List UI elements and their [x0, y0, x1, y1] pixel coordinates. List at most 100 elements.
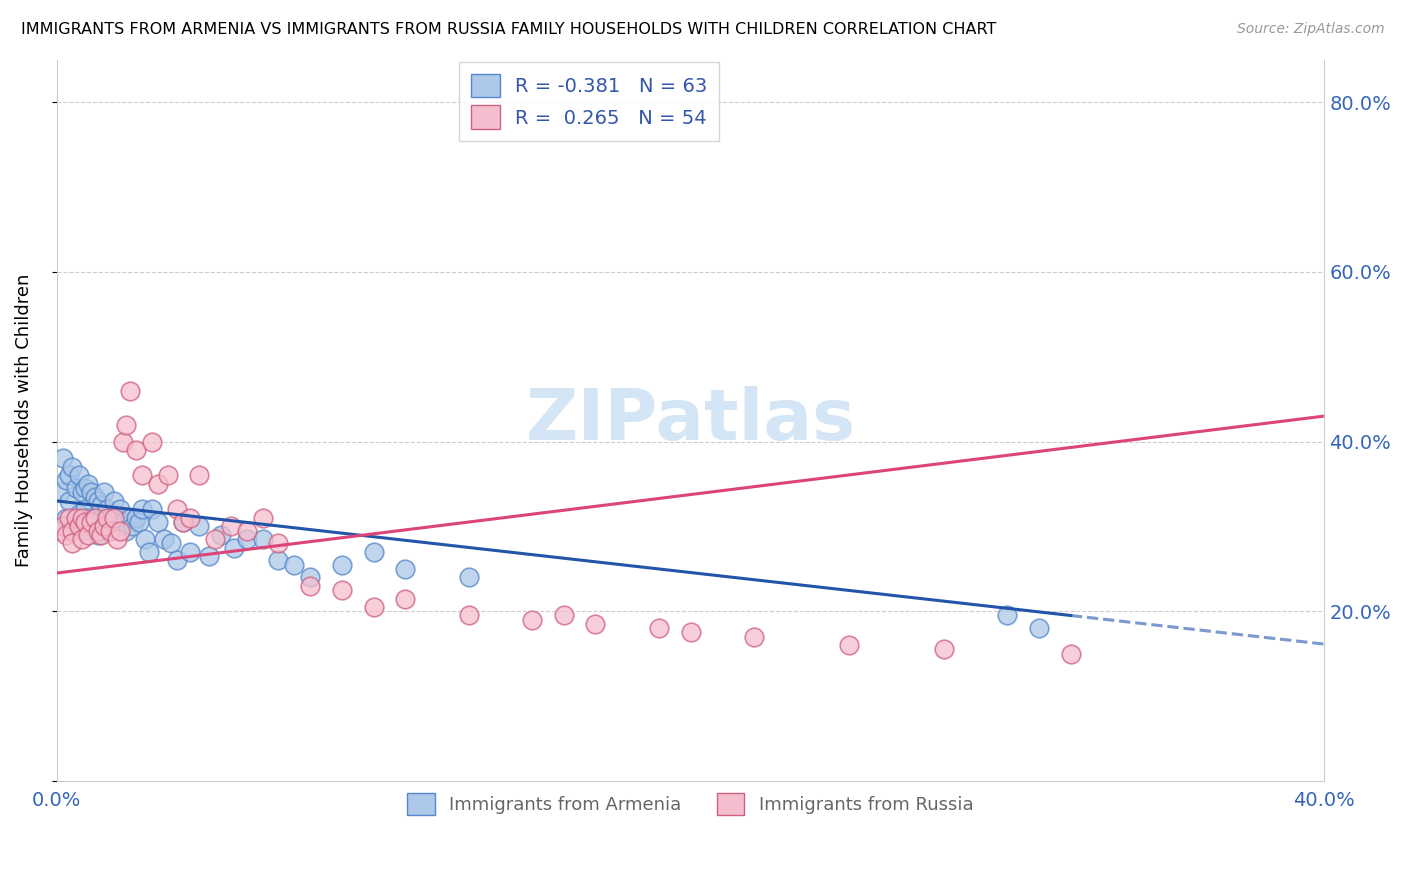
Point [75, 515, 97, 529]
Point [90, 498, 112, 512]
Point [115, 417, 138, 432]
Point [90, 528, 112, 542]
Point [267, 536, 290, 550]
Point [131, 502, 153, 516]
Point [87, 528, 110, 542]
Point [77, 477, 100, 491]
Text: Source: ZipAtlas.com: Source: ZipAtlas.com [1237, 22, 1385, 37]
Point [838, 638, 860, 652]
Point [83, 511, 105, 525]
Point [553, 608, 575, 623]
Point [67, 519, 90, 533]
Point [62, 524, 84, 538]
Point [128, 515, 150, 529]
Point [252, 511, 274, 525]
Point [105, 532, 128, 546]
Point [583, 617, 606, 632]
Point [363, 545, 385, 559]
Point [83, 511, 105, 525]
Point [108, 524, 131, 538]
Point [87, 494, 110, 508]
Point [70, 524, 93, 538]
Point [1028, 621, 1050, 635]
Point [648, 621, 671, 635]
Point [179, 545, 201, 559]
Point [70, 485, 93, 500]
Point [70, 532, 93, 546]
Point [125, 442, 148, 457]
Point [55, 511, 77, 525]
Point [330, 558, 353, 572]
Point [131, 468, 153, 483]
Point [394, 591, 416, 606]
Point [58, 511, 80, 525]
Point [121, 519, 143, 533]
Point [103, 511, 125, 525]
Point [112, 515, 135, 529]
Point [105, 511, 128, 525]
Point [219, 519, 242, 533]
Point [52, 451, 75, 466]
Point [156, 468, 179, 483]
Point [141, 502, 163, 516]
Point [236, 524, 259, 538]
Point [75, 481, 97, 495]
Point [52, 519, 75, 533]
Point [679, 625, 702, 640]
Point [65, 481, 87, 495]
Point [299, 579, 322, 593]
Point [100, 511, 122, 525]
Point [1060, 647, 1083, 661]
Point [49, 485, 72, 500]
Point [457, 608, 479, 623]
Point [62, 536, 84, 550]
Point [96, 502, 118, 516]
Point [252, 532, 274, 546]
Point [520, 613, 543, 627]
Point [80, 519, 103, 533]
Point [457, 570, 479, 584]
Point [93, 519, 115, 533]
Point [62, 524, 84, 538]
Point [153, 532, 176, 546]
Point [141, 434, 163, 449]
Point [204, 532, 226, 546]
Point [932, 642, 955, 657]
Text: IMMIGRANTS FROM ARMENIA VS IMMIGRANTS FROM RUSSIA FAMILY HOUSEHOLDS WITH CHILDRE: IMMIGRANTS FROM ARMENIA VS IMMIGRANTS FR… [21, 22, 997, 37]
Legend: Immigrants from Armenia, Immigrants from Russia: Immigrants from Armenia, Immigrants from… [396, 782, 984, 826]
Point [267, 553, 290, 567]
Point [742, 630, 765, 644]
Point [138, 545, 160, 559]
Point [83, 490, 105, 504]
Point [87, 524, 110, 538]
Point [103, 494, 125, 508]
Point [65, 511, 87, 525]
Point [112, 434, 135, 449]
Point [49, 524, 72, 538]
Point [394, 562, 416, 576]
Point [58, 468, 80, 483]
Point [55, 473, 77, 487]
Point [179, 511, 201, 525]
Point [159, 536, 181, 550]
Point [118, 384, 141, 398]
Point [125, 511, 148, 525]
Point [55, 528, 77, 542]
Point [134, 532, 156, 546]
Point [283, 558, 305, 572]
Point [188, 468, 211, 483]
Y-axis label: Family Households with Children: Family Households with Children [15, 274, 32, 567]
Point [93, 515, 115, 529]
Point [166, 502, 188, 516]
Point [166, 553, 188, 567]
Point [236, 532, 259, 546]
Point [299, 570, 322, 584]
Point [146, 477, 169, 491]
Point [108, 502, 131, 516]
Point [62, 460, 84, 475]
Point [172, 515, 194, 529]
Point [77, 511, 100, 525]
Point [146, 515, 169, 529]
Point [172, 515, 194, 529]
Point [75, 502, 97, 516]
